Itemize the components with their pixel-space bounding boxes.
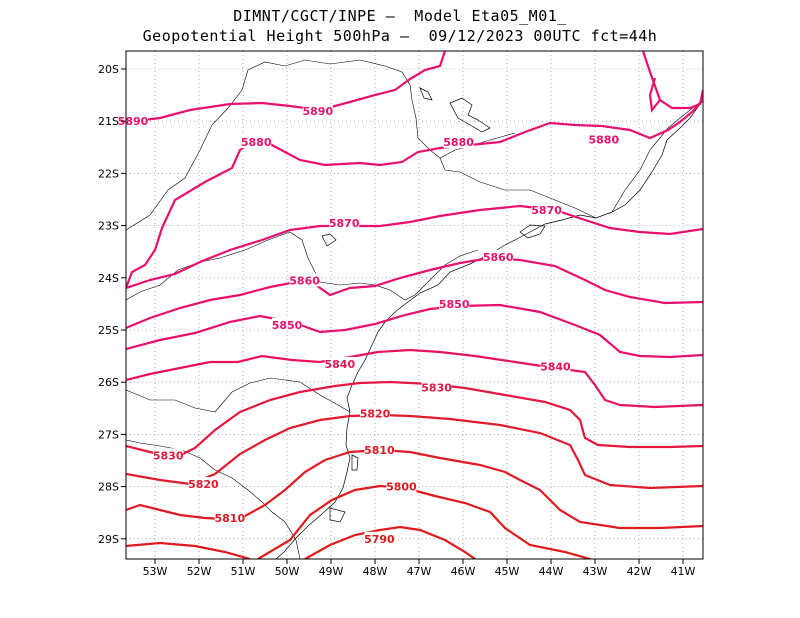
lon-tick-label: 43W <box>583 565 608 578</box>
lake <box>419 87 433 101</box>
contour-label: 5800 <box>386 481 417 494</box>
state-border <box>439 157 597 219</box>
contour-label-background <box>153 448 184 462</box>
lon-tick-label: 52W <box>187 565 212 578</box>
contour-5890 <box>126 51 447 124</box>
coastline <box>275 99 703 559</box>
lon-tick-label: 45W <box>495 565 520 578</box>
state-border <box>611 99 703 213</box>
lon-tick-label: 42W <box>627 565 652 578</box>
contour-label-background <box>386 479 417 493</box>
state-border <box>126 377 351 413</box>
contour-label-background <box>443 135 474 149</box>
state-border <box>126 439 301 559</box>
lat-tick-label: 23S <box>98 220 119 233</box>
contour-5820 <box>126 413 703 490</box>
contour-label: 5790 <box>364 533 395 546</box>
lon-tick-label: 41W <box>671 565 696 578</box>
contour-label-background <box>241 135 272 149</box>
contour-label: 5880 <box>443 136 474 149</box>
contour-5840 <box>126 348 703 409</box>
lat-tick-label: 20S <box>98 63 119 76</box>
lat-tick-label: 29S <box>98 533 119 546</box>
lon-tick-label: 46W <box>451 565 476 578</box>
contour-5890 <box>648 77 661 113</box>
contour-label: 5840 <box>324 358 355 371</box>
contour-label-background <box>439 296 470 310</box>
map-title-line1: DIMNT/CGCT/INPE – Model Eta05_M01_ <box>233 7 567 25</box>
contour-label: 5850 <box>439 298 470 311</box>
contour-label-background <box>540 359 571 373</box>
contour-5860 <box>126 256 703 330</box>
lat-tick-label: 28S <box>98 481 119 494</box>
contour-label: 5870 <box>531 204 562 217</box>
contour-label: 5820 <box>360 408 391 421</box>
contour-label: 5830 <box>153 449 184 462</box>
map-frame <box>125 50 704 560</box>
contour-label: 5810 <box>214 512 245 525</box>
state-border <box>126 59 516 231</box>
lat-tick-label: 25S <box>98 324 119 337</box>
contour-label: 5890 <box>118 115 149 128</box>
lon-tick-label: 49W <box>319 565 344 578</box>
lon-tick-label: 48W <box>363 565 388 578</box>
lon-tick-label: 50W <box>275 565 300 578</box>
lon-tick-label: 53W <box>143 565 168 578</box>
lat-tick-label: 24S <box>98 272 119 285</box>
contour-label: 5890 <box>302 105 333 118</box>
contour-label: 5880 <box>588 133 619 146</box>
contour-label: 5830 <box>421 381 452 394</box>
lon-tick-label: 51W <box>231 565 256 578</box>
contour-5830 <box>126 380 703 460</box>
contour-label-background <box>364 531 395 545</box>
contour-label-background <box>588 132 619 146</box>
contour-label: 5860 <box>289 274 320 287</box>
contour-label-background <box>360 406 390 420</box>
lat-tick-label: 21S <box>98 115 119 128</box>
contour-label-background <box>188 476 219 490</box>
contour-5850 <box>126 303 703 359</box>
lat-tick-label: 26S <box>98 376 119 389</box>
contour-labels: 5890 5890 5880 5880 5880 5870 5870 5860 5860 5850… <box>118 103 619 546</box>
contour-5790 <box>304 525 476 559</box>
contour-label-background <box>364 443 395 457</box>
contour-label-background <box>272 317 302 331</box>
axis-ticks: 53W 52W 51W 50W 49W 48W 47W 46W 45W 44W 43W 42W 41W 2… <box>98 63 696 578</box>
lon-tick-label: 44W <box>539 565 564 578</box>
contour-label-background <box>302 103 333 117</box>
contour-label: 5820 <box>188 478 219 491</box>
map-title-line2: Geopotential Height 500hPa – 09/12/2023 … <box>142 27 658 45</box>
contour-5800 <box>126 541 251 559</box>
contour-label: 5880 <box>241 136 272 149</box>
lake <box>449 97 491 133</box>
contour-label-background <box>289 273 320 287</box>
contour-label-background <box>329 215 360 229</box>
contour-5870 <box>126 204 703 290</box>
coastline <box>351 454 359 471</box>
lat-tick-label: 22S <box>98 167 119 180</box>
contour-5800 <box>257 484 591 559</box>
state-border <box>404 249 479 301</box>
contour-label-background <box>214 510 245 524</box>
coastline <box>329 507 346 523</box>
contour-label-background <box>531 202 562 216</box>
graticule <box>126 51 703 559</box>
contour-label-background <box>483 249 514 263</box>
contour-label-background <box>421 380 452 394</box>
contour-label: 5850 <box>272 319 303 332</box>
lake <box>321 233 337 247</box>
contour-5880 <box>126 99 703 289</box>
contour-label: 5860 <box>483 251 514 264</box>
contour-label: 5840 <box>540 361 571 374</box>
contour-label-background <box>324 356 355 370</box>
coastline <box>519 224 546 239</box>
lon-tick-label: 47W <box>407 565 432 578</box>
lat-tick-label: 27S <box>98 428 119 441</box>
contour-label: 5870 <box>329 217 360 230</box>
contour-label: 5810 <box>364 444 395 457</box>
